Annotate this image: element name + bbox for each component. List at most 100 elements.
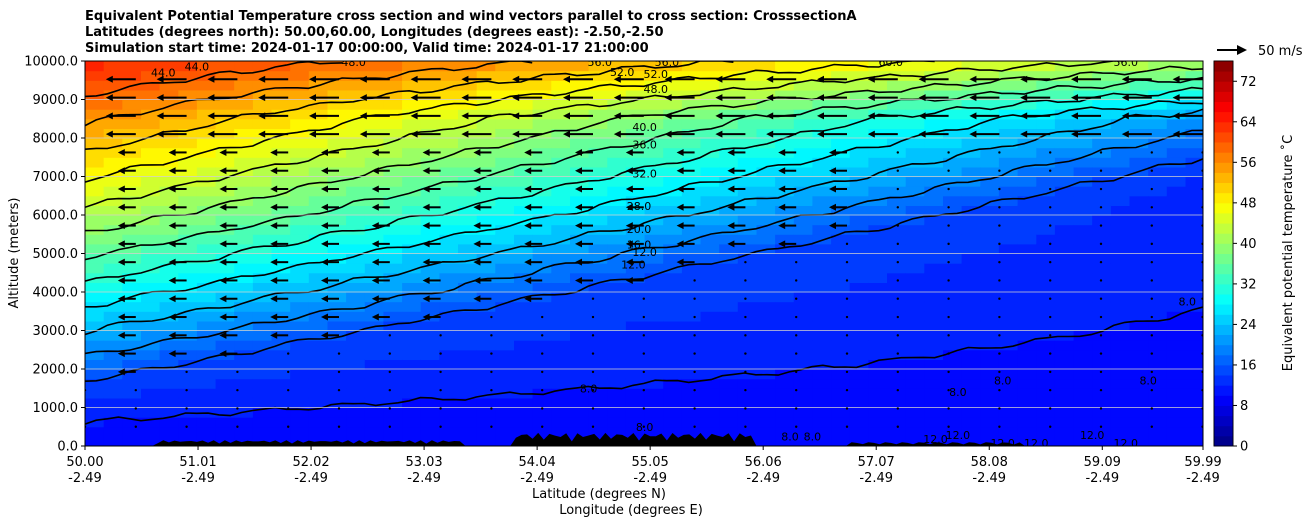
theta-fill-cell	[234, 378, 254, 389]
theta-fill-cell	[1073, 99, 1093, 110]
wind-vector-head	[258, 75, 266, 83]
wind-vector-head	[321, 331, 328, 339]
theta-fill-cell	[1017, 253, 1037, 264]
theta-fill-cell	[308, 407, 329, 418]
theta-fill-cell	[756, 205, 776, 216]
theta-fill-cell	[551, 417, 571, 428]
theta-fill-cell	[178, 166, 198, 178]
theta-fill-cell	[1110, 243, 1131, 255]
theta-fill-cell	[681, 426, 702, 437]
theta-fill-cell	[681, 417, 702, 428]
theta-fill-cell	[103, 234, 123, 245]
theta-fill-cell	[1166, 263, 1187, 274]
theta-fill-cell	[924, 397, 944, 409]
theta-fill-cell	[402, 224, 422, 235]
theta-fill-cell	[215, 176, 235, 187]
theta-fill-cell	[271, 253, 291, 264]
wind-vector-head	[207, 75, 215, 83]
theta-fill-cell	[458, 340, 478, 351]
theta-fill-cell	[103, 263, 123, 274]
theta-fill-cell	[663, 195, 683, 206]
wind-vector-head	[918, 112, 926, 120]
wind-vector	[845, 315, 849, 319]
theta-fill-cell	[1017, 359, 1037, 370]
wind-vector	[541, 315, 544, 319]
theta-fill-cell	[290, 99, 310, 110]
theta-fill-cell	[588, 417, 608, 428]
theta-fill-cell	[234, 224, 254, 235]
theta-fill-cell	[495, 243, 515, 255]
theta-fill-cell	[905, 417, 925, 428]
wind-vector-head	[270, 276, 278, 284]
wind-vector	[642, 315, 645, 319]
theta-fill-cell	[737, 234, 758, 245]
theta-fill-cell	[1036, 176, 1056, 187]
theta-fill-cell	[346, 359, 366, 370]
theta-fill-cell	[887, 301, 907, 312]
theta-fill-cell	[887, 234, 907, 245]
theta-fill-cell	[998, 80, 1019, 91]
wind-vector	[998, 151, 1001, 154]
wind-vector-head	[1020, 94, 1028, 102]
theta-fill-cell	[215, 118, 235, 129]
theta-fill-cell	[663, 89, 683, 101]
theta-fill-cell	[1148, 359, 1168, 370]
wind-vector-head	[563, 94, 570, 102]
theta-fill-cell	[215, 407, 235, 418]
theta-fill-cell	[961, 243, 981, 255]
theta-fill-cell	[588, 301, 608, 312]
theta-fill-cell	[1129, 215, 1149, 226]
theta-fill-cell	[980, 243, 1000, 255]
theta-fill-cell	[1036, 243, 1056, 255]
theta-fill-cell	[570, 253, 590, 264]
theta-fill-cell	[514, 205, 534, 216]
wind-vector	[845, 334, 849, 337]
theta-fill-cell	[998, 70, 1019, 81]
theta-fill-cell	[85, 118, 105, 129]
theta-fill-cell	[439, 349, 459, 360]
wind-vector	[337, 388, 341, 392]
contour-label: 8.0	[1139, 375, 1157, 388]
theta-fill-cell	[793, 388, 814, 399]
theta-fill-cell	[961, 292, 981, 303]
theta-fill-cell	[681, 205, 702, 216]
theta-fill-cell	[141, 272, 161, 283]
colorbar-band	[1214, 283, 1233, 295]
theta-fill-cell	[308, 359, 329, 370]
theta-fill-cell	[476, 243, 496, 255]
wind-vector	[490, 334, 493, 337]
theta-fill-cell	[905, 138, 925, 149]
theta-fill-cell	[420, 426, 440, 437]
theta-fill-cell	[831, 234, 851, 245]
theta-fill-cell	[1185, 80, 1203, 91]
theta-fill-cell	[215, 426, 235, 437]
theta-fill-cell	[383, 311, 403, 322]
wind-vector-head	[625, 222, 633, 230]
wind-vector	[1099, 187, 1103, 191]
theta-fill-cell	[495, 292, 515, 303]
wind-vector-head	[676, 258, 684, 266]
theta-fill-cell	[588, 330, 608, 341]
theta-fill-cell	[178, 99, 198, 110]
theta-fill-cell	[887, 426, 907, 437]
theta-fill-cell	[178, 349, 198, 360]
theta-fill-cell	[85, 157, 105, 168]
theta-fill-cell	[756, 234, 776, 245]
wind-vector	[1150, 388, 1154, 392]
theta-fill-cell	[588, 340, 608, 351]
theta-fill-cell	[887, 282, 907, 293]
theta-fill-cell	[476, 388, 496, 399]
theta-fill-cell	[607, 301, 627, 312]
theta-fill-cell	[775, 369, 795, 380]
wind-vector-head	[867, 130, 875, 138]
theta-fill-cell	[252, 147, 273, 158]
theta-fill-cell	[737, 397, 758, 409]
theta-fill-cell	[346, 417, 366, 428]
theta-fill-cell	[607, 417, 627, 428]
contour-label: 12.0	[621, 258, 646, 271]
theta-fill-cell	[439, 61, 459, 72]
wind-vector	[744, 260, 747, 264]
theta-fill-cell	[1185, 186, 1203, 197]
theta-fill-cell	[905, 282, 925, 293]
wind-vector	[642, 407, 645, 410]
